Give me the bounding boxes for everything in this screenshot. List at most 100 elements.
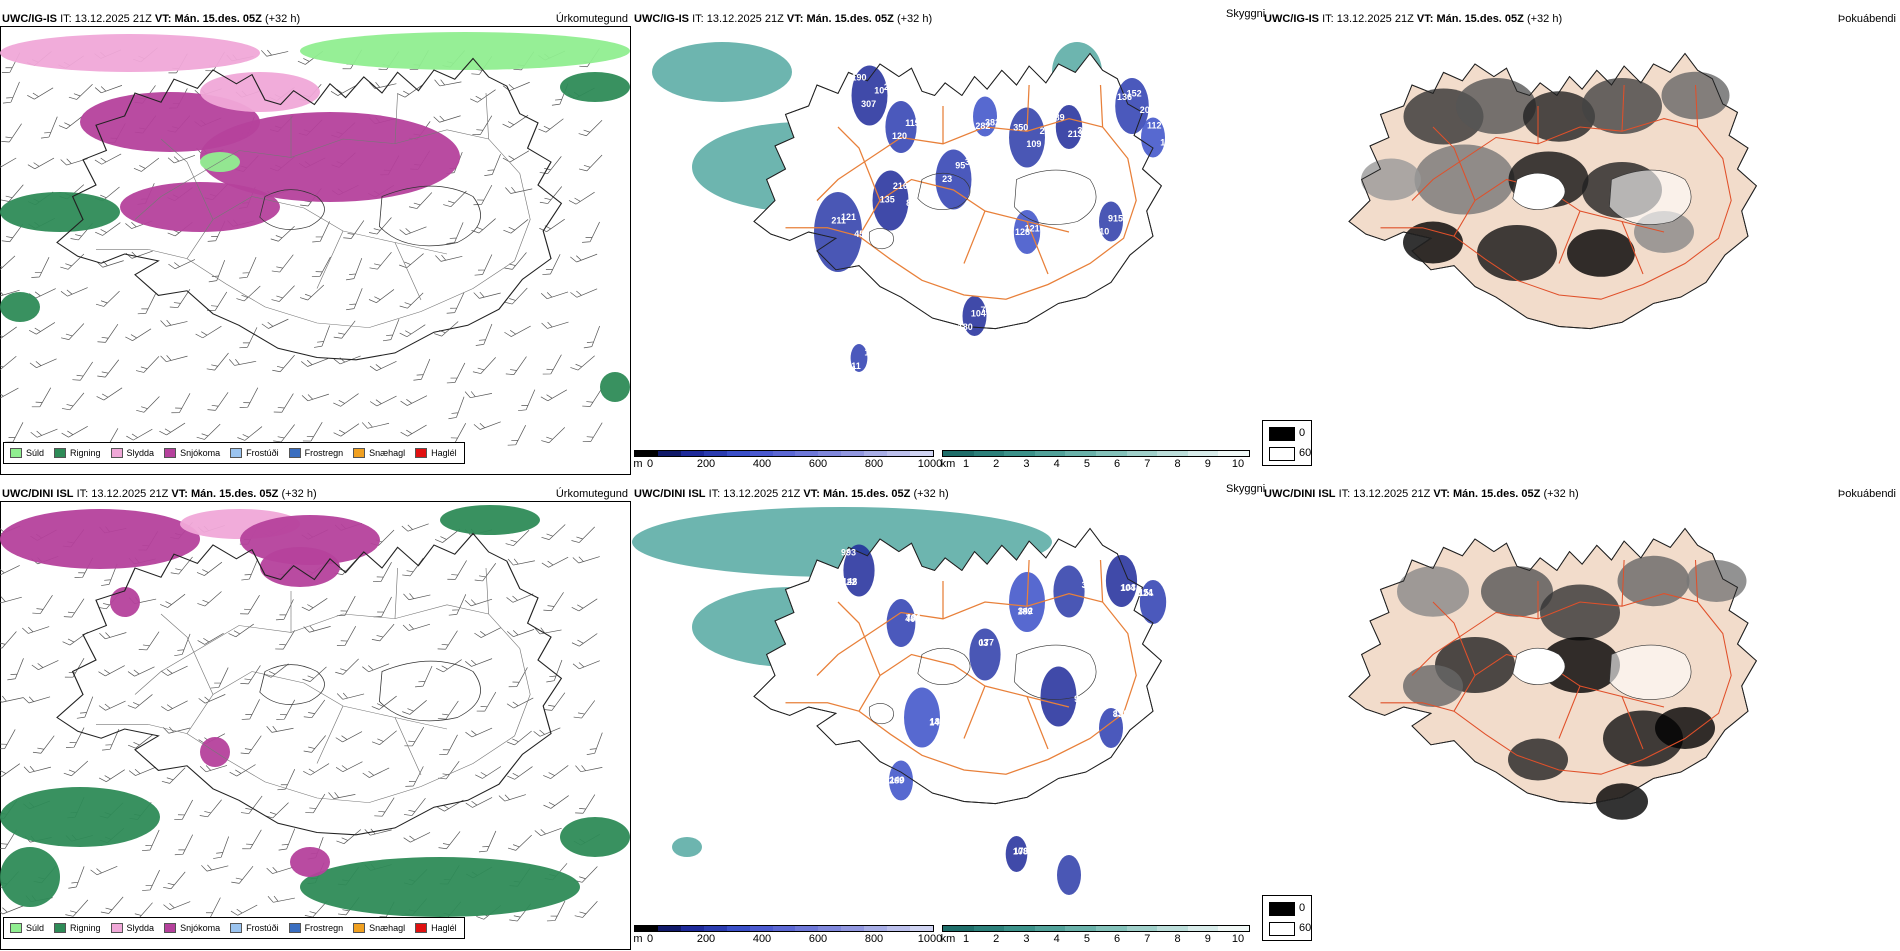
legend-swatch <box>10 923 22 933</box>
wind-barb <box>573 700 596 719</box>
colorbar-tick: 8 <box>1174 458 1181 470</box>
wind-barb <box>95 290 120 307</box>
wind-barb <box>505 529 530 547</box>
colorbar-tick: 600 <box>808 933 828 945</box>
colorbar-cell <box>1218 451 1249 456</box>
legend-label: Súld <box>26 448 45 458</box>
wind-barb <box>543 592 564 611</box>
wind-barb <box>272 354 295 373</box>
legend-label: Rigning <box>70 448 101 458</box>
visibility-value-label: 350 <box>1013 122 1028 132</box>
wind-barb <box>127 666 155 677</box>
fog-map[interactable] <box>1262 12 1900 476</box>
wind-barb <box>60 287 88 297</box>
legend-swatch <box>230 448 243 458</box>
wind-barb <box>542 354 562 375</box>
visibility-value-label: 295 <box>1038 210 1053 220</box>
colorbar-cell <box>1126 926 1158 931</box>
colorbar-tick: 2 <box>993 933 1000 945</box>
colorbar-cell <box>703 451 727 456</box>
visibility-value-label: 177 <box>979 638 994 648</box>
visibility-colorbar: km 1 2 3 4 5 6 7 8 9 10 <box>941 925 1250 949</box>
wind-barb <box>159 422 186 436</box>
wind-barb <box>29 358 57 369</box>
wind-barb <box>7 658 24 681</box>
wind-barb <box>22 696 51 704</box>
wind-barb <box>405 766 424 787</box>
colorbar-cell <box>973 451 1005 456</box>
precip-map[interactable] <box>0 12 632 476</box>
fog-indicator-area <box>1540 584 1620 641</box>
wind-barb <box>369 361 397 372</box>
fog-legend-dark-swatch <box>1269 902 1295 916</box>
wind-barb <box>362 663 390 673</box>
wind-barb <box>583 325 600 349</box>
colorbar-cell <box>887 926 911 931</box>
wind-barb <box>229 358 257 366</box>
fog-indicator-area <box>1655 707 1715 749</box>
wind-barb <box>31 660 59 670</box>
wind-barb <box>473 184 493 206</box>
wind-barb <box>504 252 527 270</box>
wind-barb <box>228 623 254 638</box>
wind-barb <box>138 631 160 651</box>
wind-barb <box>503 219 529 234</box>
wind-barb <box>98 700 126 711</box>
wind-barb <box>543 795 569 809</box>
wind-barb <box>335 658 359 675</box>
wind-barb <box>61 392 85 411</box>
wind-barb <box>0 255 16 272</box>
fog-map[interactable] <box>1262 487 1900 951</box>
wind-barb <box>174 633 191 657</box>
legend-label: Snjókoma <box>180 448 221 458</box>
fog-legend: 0 60 <box>1262 895 1312 941</box>
visibility-value-label: 213 <box>1068 129 1083 139</box>
colorbar-cell <box>680 926 704 931</box>
legend-swatch <box>415 923 428 933</box>
colorbar-tick: 2 <box>993 458 1000 470</box>
precip-area-snow <box>260 547 340 587</box>
legend-item-hail: Haglél <box>415 923 457 933</box>
wind-barb <box>543 765 569 779</box>
visibility-value-label: 135 <box>880 194 895 204</box>
colorbar-cell <box>1157 451 1188 456</box>
wind-barb <box>478 830 497 853</box>
legend-label: Frostregn <box>304 923 344 933</box>
wind-barb <box>58 114 85 130</box>
colorbar-cell <box>973 926 1005 931</box>
wind-barb <box>402 700 427 715</box>
wind-barb <box>241 699 260 720</box>
wind-barb <box>302 421 323 442</box>
visibility-value-label: 405 <box>905 614 920 624</box>
colorbar-tick: 0 <box>646 458 654 470</box>
colorbar-cell <box>657 451 681 456</box>
fog-title: Þokuábendi <box>1837 488 1896 500</box>
visibility-value-label: 140 <box>890 775 905 785</box>
wind-barb <box>273 393 294 413</box>
wind-barb <box>368 289 395 304</box>
wind-barb <box>472 357 496 374</box>
wind-barb <box>540 389 568 402</box>
wind-barb <box>303 699 326 719</box>
wind-barb <box>213 836 230 859</box>
visibility-value-label: 282 <box>975 121 990 131</box>
wind-barb <box>127 734 154 749</box>
wind-barb <box>141 829 160 852</box>
wind-barb <box>135 356 160 373</box>
wind-barb <box>507 834 532 851</box>
wind-barb <box>301 393 329 402</box>
legend-label: Snjókoma <box>180 923 221 933</box>
wind-barb <box>446 222 464 244</box>
wind-barb <box>372 562 392 583</box>
low-visibility-area <box>1053 565 1085 618</box>
wind-barb <box>0 695 24 703</box>
wind-barb <box>400 424 427 437</box>
wind-barb <box>31 257 50 278</box>
visibility-value-label: 03 <box>978 638 988 648</box>
precip-map[interactable] <box>0 487 632 951</box>
wind-barb <box>239 327 258 349</box>
precip-type-panel: UWC/IG-IS IT: 13.12.2025 21Z VT: Mán. 15… <box>0 12 632 476</box>
wind-barb <box>574 900 598 918</box>
